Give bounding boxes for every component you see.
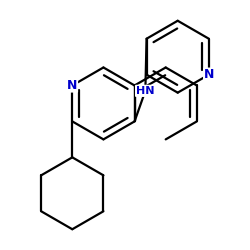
Text: N: N [204,68,214,81]
Text: N: N [67,79,78,92]
Text: HN: HN [136,86,154,96]
